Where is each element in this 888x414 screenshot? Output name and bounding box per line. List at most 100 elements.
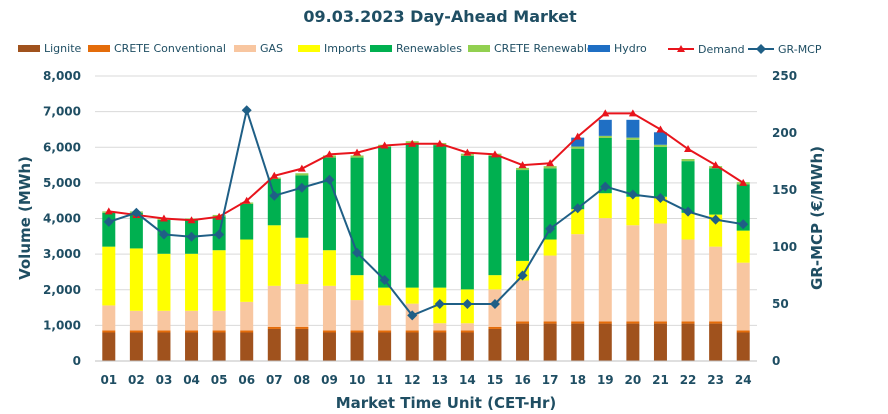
- x-tick-label: 02: [128, 373, 145, 387]
- bar-segment: [350, 155, 364, 158]
- bar-segment: [157, 332, 171, 361]
- x-tick-label: 01: [100, 373, 117, 387]
- line-marker: [656, 125, 665, 133]
- line-marker: [462, 299, 473, 309]
- bar-segment: [460, 323, 474, 331]
- y-tick-label: 5,000: [43, 176, 81, 190]
- bar-segment: [516, 167, 530, 171]
- bar-segment: [626, 137, 640, 140]
- bar-segment: [736, 230, 750, 263]
- bar-segment: [185, 330, 199, 333]
- bar-segment: [240, 203, 254, 240]
- x-tick-label: 04: [183, 373, 200, 387]
- bar-segment: [598, 137, 612, 194]
- x-tick-label: 13: [431, 373, 448, 387]
- y-tick-label: 4,000: [43, 212, 81, 226]
- bar-segment: [653, 323, 667, 361]
- bar-segment: [626, 323, 640, 361]
- bar-segment: [736, 332, 750, 361]
- line-marker: [187, 216, 196, 224]
- y-tick-label: 7,000: [43, 105, 81, 119]
- bar-segment: [240, 301, 254, 331]
- line-marker: [353, 148, 362, 156]
- bar-segment: [102, 305, 116, 331]
- y2-tick-label: 100: [772, 240, 797, 254]
- bar-segment: [322, 157, 336, 251]
- bar-segment: [129, 212, 143, 249]
- bar-segment: [571, 209, 585, 235]
- line-marker: [214, 229, 225, 240]
- bar-segment: [212, 332, 226, 361]
- line-marker: [489, 299, 500, 309]
- y2-tick-label: 200: [772, 126, 797, 140]
- bar-segment: [626, 139, 640, 197]
- x-tick-label: 24: [735, 373, 752, 387]
- x-tick-label: 15: [487, 373, 504, 387]
- bar-segment: [322, 330, 336, 333]
- line-marker: [711, 161, 720, 169]
- y2-tick-label: 150: [772, 183, 797, 197]
- x-tick-label: 20: [625, 373, 642, 387]
- line-marker: [738, 219, 749, 230]
- bar-segment: [598, 193, 612, 219]
- bar-segment: [129, 332, 143, 361]
- bar-segment: [653, 196, 667, 224]
- bar-segment: [350, 275, 364, 301]
- bar-segment: [516, 280, 530, 322]
- bar-segment: [433, 332, 447, 361]
- bar-segment: [736, 262, 750, 331]
- line-marker: [269, 190, 280, 201]
- bar-segment: [626, 321, 640, 324]
- line-marker: [490, 150, 499, 158]
- line-marker: [628, 109, 637, 117]
- bar-segment: [681, 321, 695, 324]
- bar-segment: [129, 310, 143, 331]
- bar-segment: [460, 332, 474, 361]
- x-tick-label: 19: [597, 373, 614, 387]
- x-tick-label: 08: [294, 373, 311, 387]
- line-marker: [435, 139, 444, 147]
- series-line: [108, 106, 744, 317]
- line-marker: [215, 212, 224, 220]
- bar-segment: [350, 332, 364, 361]
- bar-segment: [516, 170, 530, 261]
- bar-segment: [709, 323, 723, 361]
- bar-segment: [350, 300, 364, 331]
- legend-swatch: [370, 45, 392, 52]
- line-marker: [159, 214, 168, 222]
- bar-segment: [681, 323, 695, 361]
- bar-segment: [460, 155, 474, 290]
- bar-segment: [157, 310, 171, 331]
- bar-segment: [433, 145, 447, 288]
- legend-swatch: [468, 45, 490, 52]
- x-tick-label: 06: [238, 373, 255, 387]
- bar-segment: [240, 330, 254, 333]
- bar-segment: [571, 234, 585, 322]
- x-tick-label: 03: [156, 373, 173, 387]
- bar-segment: [267, 328, 281, 361]
- bar-segment: [267, 178, 281, 226]
- bar-segment: [543, 321, 557, 324]
- line-marker: [684, 145, 693, 153]
- bar-segment: [295, 328, 309, 361]
- bar-segment: [571, 323, 585, 361]
- y-tick-label: 8,000: [43, 69, 81, 83]
- bar-segment: [212, 330, 226, 333]
- bar-segment: [653, 223, 667, 322]
- y2-tick-label: 0: [772, 354, 780, 368]
- bar-segment: [185, 253, 199, 311]
- bar-segment: [267, 326, 281, 329]
- y2-axis-label: GR-MCP (€/MWh): [808, 146, 826, 290]
- bar-segment: [543, 323, 557, 361]
- bar-segment: [543, 166, 557, 169]
- bar-segment: [185, 310, 199, 331]
- line-marker: [463, 148, 472, 156]
- bar-segment: [378, 146, 392, 288]
- line-marker: [379, 275, 390, 286]
- legend-swatch: [234, 45, 256, 52]
- bar-segment: [653, 144, 667, 147]
- bar-segment: [598, 218, 612, 322]
- line-marker: [131, 207, 142, 218]
- bar-segment: [295, 173, 309, 176]
